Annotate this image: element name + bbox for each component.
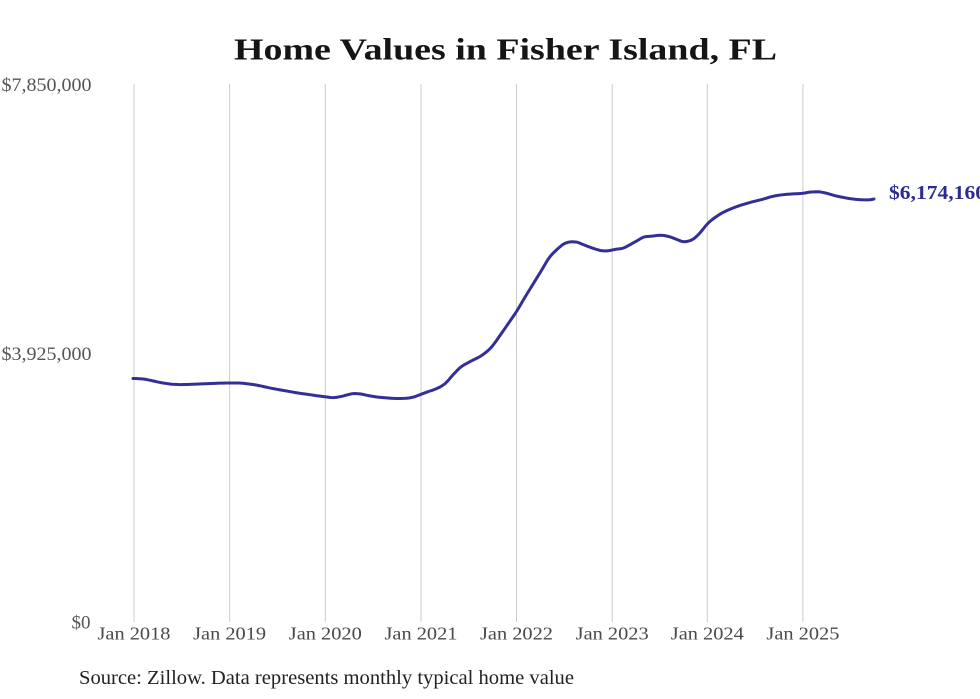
svg-text:Jan 2023: Jan 2023	[576, 624, 649, 644]
svg-text:Jan 2025: Jan 2025	[766, 624, 839, 644]
svg-text:Jan 2020: Jan 2020	[289, 624, 362, 644]
svg-text:Jan 2021: Jan 2021	[385, 624, 458, 644]
svg-text:Jan 2019: Jan 2019	[193, 624, 266, 644]
svg-text:$0: $0	[72, 613, 91, 634]
svg-text:Jan 2022: Jan 2022	[480, 624, 553, 644]
svg-text:$7,850,000: $7,850,000	[2, 75, 92, 96]
svg-text:Jan 2018: Jan 2018	[98, 624, 171, 644]
svg-text:Jan 2024: Jan 2024	[671, 624, 744, 644]
svg-text:$6,174,160: $6,174,160	[889, 182, 980, 204]
svg-text:Home Values in Fisher Island,: Home Values in Fisher Island, FL	[234, 32, 777, 67]
svg-text:$3,925,000: $3,925,000	[2, 344, 92, 365]
svg-text:Source: Zillow. Data represent: Source: Zillow. Data represents monthly …	[79, 667, 574, 689]
